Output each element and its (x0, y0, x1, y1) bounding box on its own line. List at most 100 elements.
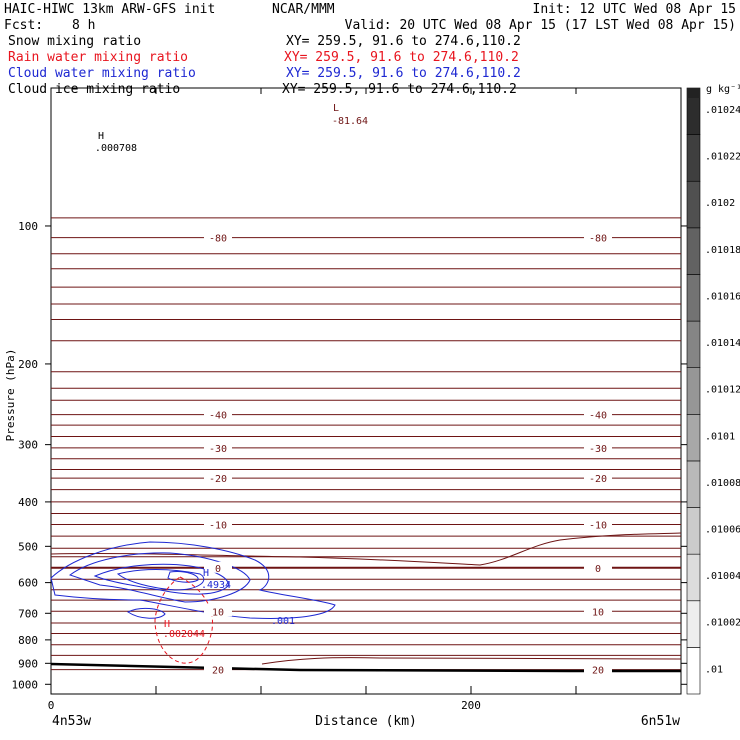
isotherm-label: -20 (209, 474, 227, 485)
x-right-endpoint: 6n51w (641, 714, 680, 729)
colorbar-swatch (686, 647, 701, 695)
isotherm-label: 20 (592, 666, 604, 677)
colorbar-swatch (686, 460, 701, 508)
x-axis-title: Distance (km) (315, 714, 417, 729)
rain-water-max-marker: H (164, 619, 170, 630)
isotherm-label: -40 (589, 411, 607, 422)
isotherm-label: 0 (215, 564, 221, 575)
y-tick-label: 400 (18, 496, 38, 509)
contour-label-bg (204, 408, 232, 420)
temperature-min-value: -81.64 (332, 116, 368, 127)
contour-label-bg (204, 663, 232, 675)
colorbar-label: .01008 (705, 478, 740, 489)
colorbar-label: .01004 (705, 571, 740, 582)
contour-label-bg (584, 518, 612, 530)
isotherm-label: -80 (589, 234, 607, 245)
colorbar-label: .01012 (705, 385, 740, 396)
temperature-contour-labels: -80 -80 -40 -40 -30 -30 -20 -20 -10 -10 0 0 10 10 20 20 (204, 231, 612, 677)
contour-label-bg (584, 441, 612, 453)
contour-label-bg (584, 605, 612, 617)
contour-label-bg (204, 231, 232, 243)
colorbar-swatch (686, 553, 701, 602)
surface-line (50, 662, 682, 673)
colorbar-swatch (686, 227, 701, 275)
contour-label-bg (584, 472, 612, 484)
isotherm-label: -20 (589, 474, 607, 485)
model-title: HAIC-HIWC 13km ARW-GFS init (4, 2, 215, 17)
colorbar-label: .01016 (705, 291, 740, 302)
temperature-min-marker: L (333, 103, 339, 114)
colorbar-swatch (686, 600, 701, 648)
colorbar-label: .0101 (705, 431, 735, 442)
isotherm-label: -10 (589, 520, 607, 531)
contour-label-bg (204, 441, 232, 453)
y-tick-label: 800 (18, 634, 38, 647)
contour-label-bg (584, 408, 612, 420)
isotherm-label: -30 (209, 444, 227, 455)
rain-water-max-value: .002044 (163, 629, 205, 640)
fcst-label: Fcst: (4, 18, 43, 33)
cloud-water-contour-label: .001 (271, 616, 295, 627)
colorbar-label: .01022 (705, 152, 740, 163)
colorbar-swatch (686, 134, 701, 182)
colorbar-swatch (686, 367, 701, 415)
field-xy-snow: XY= 259.5, 91.6 to 274.6,110.2 (286, 34, 521, 49)
colorbar-swatch (686, 320, 701, 368)
colorbar-label: .0102 (705, 198, 735, 209)
temperature-contours (51, 217, 681, 671)
cloud-water-max-value: .4934 (201, 580, 231, 591)
plot-frame (50, 87, 682, 695)
isotherm-label: -30 (589, 444, 607, 455)
y-tick-label: 200 (18, 358, 38, 371)
colorbar-label: .01 (705, 664, 723, 675)
contour-label-bg (584, 561, 612, 573)
y-tick-label: 300 (18, 439, 38, 452)
field-name-snow: Snow mixing ratio (8, 34, 141, 49)
y-tick-label: 700 (18, 607, 38, 620)
contour-label-bg (204, 605, 232, 617)
contour-label-bg (204, 472, 232, 484)
x-left-endpoint: 4n53w (52, 714, 91, 729)
isotherm-label: 20 (212, 666, 224, 677)
colorbar-unit: g kg⁻¹ (706, 84, 740, 95)
contour-label-bg (204, 518, 232, 530)
snow-max-marker: H (98, 131, 104, 142)
colorbar-label: .01002 (705, 618, 740, 629)
field-xy-rain: XY= 259.5, 91.6 to 274.6,110.2 (284, 50, 519, 65)
x-tick-label: 0 (48, 699, 55, 712)
x-axis-ticks: 0 200 (48, 88, 577, 712)
contour-label-bg (204, 561, 232, 573)
colorbar-top-swatch (687, 88, 700, 98)
y-tick-label: 100 (18, 220, 38, 233)
colorbar-label: .01006 (705, 525, 740, 536)
colorbar-swatch (686, 507, 701, 555)
additional-contours (50, 532, 682, 665)
field-xy-cloud-water: XY= 259.5, 91.6 to 274.6,110.2 (286, 66, 521, 81)
field-xy-cloud-ice: XY= 259.5, 91.6 to 274.6,110.2 (282, 82, 517, 97)
colorbar-swatch (686, 414, 701, 462)
isotherm-label: -80 (209, 234, 227, 245)
snow-max-value: .000708 (95, 143, 137, 154)
cloud-water-max-marker: H (203, 568, 209, 579)
cloud-water-contours (50, 541, 336, 619)
x-tick-label: 200 (461, 699, 481, 712)
y-tick-label: 900 (18, 657, 38, 670)
contour-label-bg (584, 663, 612, 675)
org-label: NCAR/MMM (272, 2, 335, 17)
contour-label-bg (584, 231, 612, 243)
field-name-rain: Rain water mixing ratio (8, 50, 188, 65)
y-axis-title: Pressure (hPa) (4, 349, 17, 442)
colorbar-swatch (686, 180, 701, 229)
y-tick-label: 500 (18, 540, 38, 553)
isotherm-label: 10 (592, 607, 604, 618)
isotherm-label: -40 (209, 411, 227, 422)
colorbar-label: .01014 (705, 338, 740, 349)
isotherm-label: 10 (212, 607, 224, 618)
field-name-cloud-ice: Cloud ice mixing ratio (8, 82, 180, 97)
fcst-value: 8 h (72, 18, 95, 33)
valid-time: Valid: 20 UTC Wed 08 Apr 15 (17 LST Wed … (345, 18, 736, 33)
colorbar-swatch (686, 274, 701, 322)
colorbar-label: .01018 (705, 245, 740, 256)
